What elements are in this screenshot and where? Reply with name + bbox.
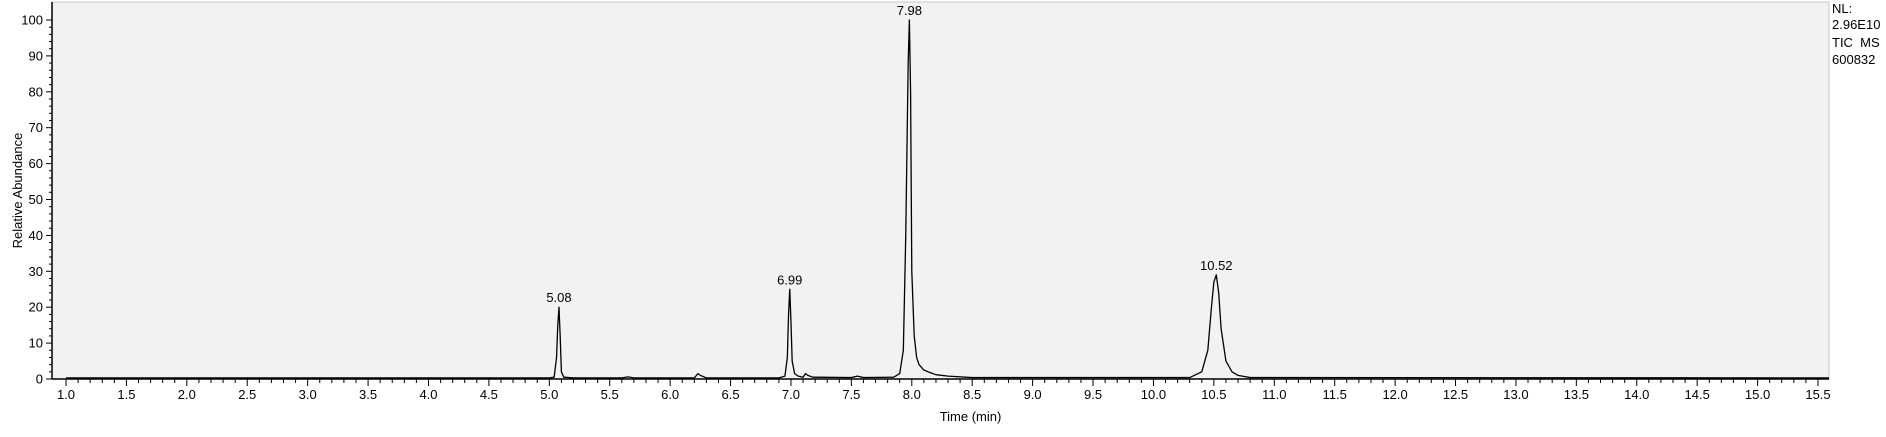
peak-label: 7.98 — [897, 3, 922, 18]
x-tick-label: 14.5 — [1685, 387, 1710, 402]
peak-label: 10.52 — [1200, 258, 1233, 273]
x-tick-label: 8.5 — [963, 387, 981, 402]
x-tick-label: 10.5 — [1201, 387, 1226, 402]
tic-trace-line — [66, 19, 1830, 379]
y-tick-label: 40 — [29, 228, 43, 243]
info-nl-value: 2.96E10 — [1832, 17, 1880, 32]
info-nl-label: NL: — [1832, 1, 1852, 16]
x-tick-label: 5.5 — [601, 387, 619, 402]
x-tick-label: 2.0 — [178, 387, 196, 402]
x-tick-label: 11.5 — [1323, 387, 1347, 402]
x-tick-label: 9.5 — [1084, 387, 1102, 402]
x-tick-label: 4.5 — [480, 387, 498, 402]
x-tick-label: 9.0 — [1024, 387, 1042, 402]
peak-label: 5.08 — [546, 290, 571, 305]
y-tick-label: 20 — [29, 300, 43, 315]
x-tick-label: 15.0 — [1745, 387, 1770, 402]
x-tick-label: 14.0 — [1624, 387, 1649, 402]
x-tick-label: 1.0 — [57, 387, 75, 402]
x-tick-label: 12.0 — [1382, 387, 1407, 402]
x-tick-label: 2.5 — [238, 387, 256, 402]
x-tick-label: 10.0 — [1141, 387, 1166, 402]
y-tick-label: 0 — [36, 372, 43, 387]
y-tick-label: 70 — [29, 120, 43, 135]
x-axis-title: Time (min) — [940, 409, 1002, 424]
y-tick-label: 80 — [29, 84, 43, 99]
y-axis-title: Relative Abundance — [10, 133, 25, 249]
x-tick-label: 5.0 — [540, 387, 558, 402]
peak-labels: 5.08 6.99 7.98 10.52 — [546, 3, 1232, 305]
x-tick-label: 1.5 — [117, 387, 135, 402]
x-tick-label: 12.5 — [1443, 387, 1468, 402]
x-tick-label: 7.0 — [782, 387, 800, 402]
x-tick-label: 6.5 — [722, 387, 740, 402]
peak-label: 6.99 — [777, 272, 802, 287]
y-tick-label: 30 — [29, 264, 43, 279]
x-tick-label: 4.0 — [419, 387, 437, 402]
x-tick-label: 3.0 — [299, 387, 317, 402]
info-scan-type: TIC MS — [1832, 35, 1880, 50]
x-tick-label: 13.0 — [1503, 387, 1528, 402]
info-sample-id: 600832 — [1832, 52, 1875, 67]
y-tick-label: 100 — [21, 13, 43, 28]
x-tick-label: 13.5 — [1564, 387, 1589, 402]
y-axis-ticks: 0 10 20 30 40 50 60 70 80 90 100 — [21, 13, 52, 387]
x-tick-label: 11.0 — [1262, 387, 1286, 402]
y-tick-label: 10 — [29, 336, 43, 351]
y-tick-label: 50 — [29, 192, 43, 207]
x-tick-label: 8.0 — [903, 387, 921, 402]
x-axis-ticks: 1.0 1.5 2.0 2.5 3.0 3.5 4.0 4.5 5.0 5.5 6.0 6.5 7.0 7… — [57, 379, 1831, 402]
x-tick-label: 6.0 — [661, 387, 679, 402]
y-tick-label: 90 — [29, 48, 43, 63]
x-tick-label: 3.5 — [359, 387, 377, 402]
x-tick-label: 15.5 — [1805, 387, 1830, 402]
y-tick-label: 60 — [29, 156, 43, 171]
x-tick-label: 7.5 — [842, 387, 860, 402]
plot-area — [51, 1, 1830, 380]
